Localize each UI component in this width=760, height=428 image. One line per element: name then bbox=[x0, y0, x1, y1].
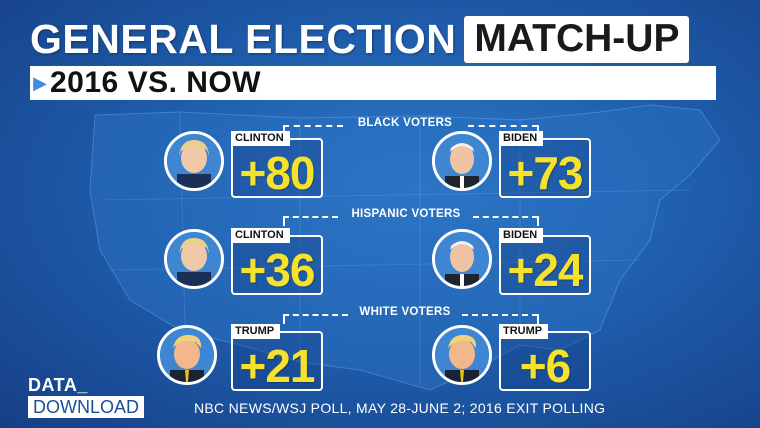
logo-top-text: DATA_ bbox=[28, 375, 88, 395]
biden-portrait bbox=[432, 229, 492, 289]
margin-value: +73 bbox=[507, 147, 583, 199]
margin-value: +80 bbox=[239, 147, 315, 199]
connector-line bbox=[283, 216, 285, 226]
margin-value: +36 bbox=[239, 244, 315, 296]
clinton-portrait bbox=[164, 229, 224, 289]
headline: GENERAL ELECTION MATCH-UP bbox=[30, 14, 690, 64]
subheadline-text: 2016 VS. NOW bbox=[50, 66, 262, 99]
source-note: NBC NEWS/WSJ POLL, MAY 28-JUNE 2; 2016 E… bbox=[194, 400, 606, 416]
trump-portrait bbox=[157, 325, 217, 385]
connector-line bbox=[462, 314, 538, 316]
group-label-black-voters: BLACK VOTERS bbox=[357, 117, 453, 129]
connector-line bbox=[283, 314, 285, 324]
candidate-name: TRUMP bbox=[499, 324, 549, 339]
margin-card-trump-2016: TRUMP +21 bbox=[231, 324, 323, 392]
group-label-hispanic-voters: HISPANIC VOTERS bbox=[351, 208, 461, 220]
connector-line bbox=[537, 314, 539, 324]
biden-portrait bbox=[432, 131, 492, 191]
margin-card-biden-black: BIDEN +73 bbox=[499, 131, 591, 199]
candidate-name: TRUMP bbox=[231, 324, 281, 339]
margin-value: +6 bbox=[519, 340, 571, 392]
candidate-name: CLINTON bbox=[231, 131, 290, 146]
headline-title: GENERAL ELECTION bbox=[30, 15, 457, 62]
connector-line bbox=[473, 216, 538, 218]
connector-line bbox=[537, 216, 539, 226]
clinton-portrait bbox=[164, 131, 224, 191]
data-download-logo: DATA_ DOWNLOAD bbox=[28, 375, 145, 418]
connector-line bbox=[283, 125, 285, 135]
connector-line bbox=[283, 314, 348, 316]
margin-card-trump-now: TRUMP +6 bbox=[499, 324, 591, 392]
margin-value: +21 bbox=[239, 340, 315, 392]
connector-line bbox=[468, 125, 538, 127]
candidate-name: BIDEN bbox=[499, 228, 544, 243]
subheadline-bar: ▶ 2016 VS. NOW bbox=[30, 66, 716, 100]
headline-highlight: MATCH-UP bbox=[464, 15, 690, 63]
trump-portrait bbox=[432, 325, 492, 385]
candidate-name: BIDEN bbox=[499, 131, 544, 146]
connector-line bbox=[537, 125, 539, 135]
margin-card-biden-hispanic: BIDEN +24 bbox=[499, 228, 591, 296]
margin-value: +24 bbox=[507, 244, 583, 296]
margin-card-clinton-black: CLINTON +80 bbox=[231, 131, 323, 199]
margin-card-clinton-hispanic: CLINTON +36 bbox=[231, 228, 323, 296]
connector-line bbox=[283, 125, 343, 127]
play-arrow-icon: ▶ bbox=[33, 72, 47, 93]
connector-line bbox=[283, 216, 338, 218]
logo-bottom-text: DOWNLOAD bbox=[28, 396, 145, 418]
candidate-name: CLINTON bbox=[231, 228, 290, 243]
group-label-white-voters: WHITE VOTERS bbox=[359, 306, 451, 318]
